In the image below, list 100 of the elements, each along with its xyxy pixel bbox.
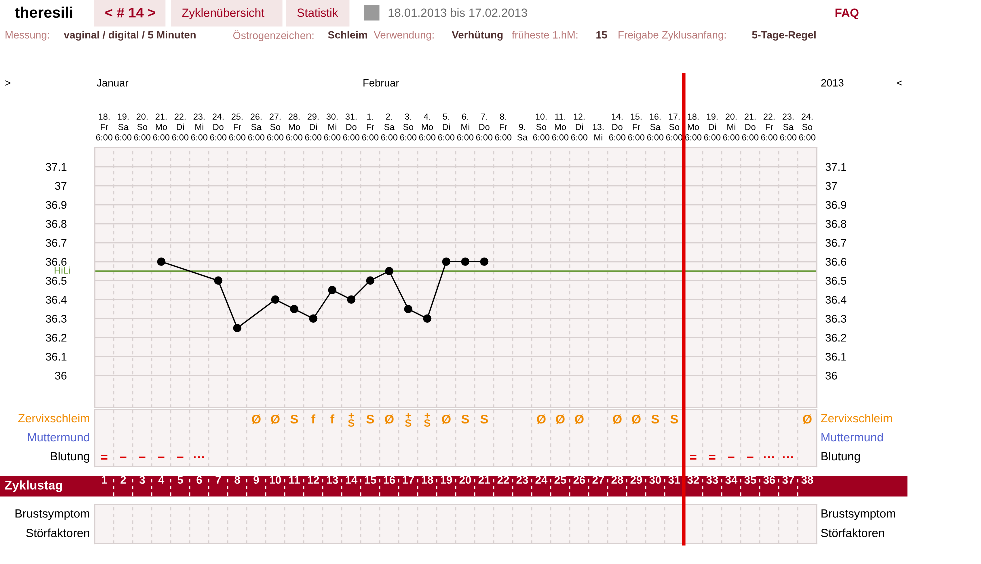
text: Schleim (328, 31, 368, 39)
point (157, 258, 166, 266)
text: S (480, 414, 488, 424)
x-tick-label: 9 (254, 476, 260, 484)
point (290, 305, 299, 314)
y-tick-label: 36.1 (46, 353, 67, 361)
text: > (6, 80, 11, 86)
text: Ø (271, 414, 280, 424)
text: Ø (613, 414, 622, 424)
x-tick-label: 20. Mi 6:00 (723, 114, 740, 141)
y-tick-label: Muttermund (822, 433, 884, 442)
text: S (652, 414, 660, 424)
text: S (366, 414, 374, 424)
x-tick-label: 6 (196, 476, 202, 484)
text: S (290, 414, 298, 424)
x-tick-label: 18. Mo 6:00 (685, 114, 702, 141)
text: ··· (764, 456, 774, 458)
x-tick-label: 30. Mi 6:00 (324, 114, 341, 141)
x-tick-label: 26 (574, 476, 586, 484)
text: Freigabe Zyklusanfang: (618, 31, 726, 41)
x-tick-label: 3 (140, 476, 146, 484)
x-tick-label: 34 (726, 476, 738, 484)
x-tick-label: 14 (346, 476, 358, 484)
x-tick-label: 25 (554, 476, 566, 484)
text: Messung: (6, 32, 50, 41)
text: f (330, 414, 335, 424)
x-tick-label: 20. So 6:00 (134, 114, 151, 141)
x-tick-label: 7. Do 6:00 (476, 114, 493, 141)
x-tick-label: 17 (403, 476, 414, 484)
y-tick-label: 37 (55, 182, 67, 190)
x-tick-label: 8 (234, 476, 240, 484)
text: ··· (783, 456, 794, 458)
x-tick-label: 2. Sa 6:00 (381, 114, 398, 141)
x-tick-label: 20 (460, 476, 472, 484)
point (271, 296, 280, 304)
y-tick-label: 36 (55, 372, 67, 380)
x-tick-label: 4. Mo 6:00 (419, 114, 436, 141)
x-tick-label: 22. Fr 6:00 (761, 114, 778, 141)
x-tick-label: 30 (650, 476, 662, 484)
x-tick-label: 36 (764, 476, 776, 484)
y-tick-label: Zervixschleim (821, 414, 892, 423)
x-tick-label: 2 (120, 476, 126, 484)
point (423, 314, 432, 323)
text: Ø (537, 414, 546, 424)
text: Februar (364, 79, 400, 87)
y-tick-label: 36.5 (46, 277, 67, 285)
x-tick-label: 1. Fr 6:00 (362, 114, 379, 141)
text: − (139, 456, 146, 458)
x-tick-label: 25. Fr 6:00 (229, 114, 246, 141)
x-tick-label: 19. Sa 6:00 (115, 114, 132, 141)
point (461, 258, 470, 266)
x-tick-label: 27 (592, 476, 604, 484)
text: theresili (15, 6, 73, 18)
point (214, 276, 223, 286)
x-tick-label: 15. Fr 6:00 (628, 114, 645, 141)
x-tick-label: 12. Di 6:00 (571, 114, 588, 141)
point (480, 258, 489, 266)
text: Januar (97, 80, 129, 87)
y-tick-label: 37.1 (46, 163, 67, 172)
x-tick-label: 11. Mo 6:00 (552, 114, 569, 141)
text: früheste 1.hM: (512, 31, 578, 39)
x-tick-label: 33 (706, 476, 718, 484)
x-tick-label: 13. Mi (593, 124, 604, 141)
x-tick-label: 14. Do 6:00 (609, 114, 626, 141)
x-tick-label: 13 (327, 476, 338, 484)
text: Zyklenübersicht (182, 8, 265, 20)
x-tick-label: 21 (478, 476, 490, 484)
x-tick-label: 18 (422, 476, 434, 484)
x-tick-label: 23. Sa 6:00 (780, 114, 797, 141)
text: FAQ (836, 8, 859, 20)
y-tick-label: 36.2 (46, 334, 67, 342)
text: 18.01.2013 bis 17.02.2013 (388, 8, 528, 18)
x-tick-label: 16 (384, 476, 396, 484)
x-tick-label: 10. So 6:00 (533, 114, 550, 141)
text: − (158, 456, 165, 458)
text: = (709, 455, 716, 460)
x-tick-label: 18. Fr 6:00 (96, 114, 113, 141)
text: Statistik (298, 8, 338, 18)
text: − (747, 456, 754, 458)
point (233, 324, 242, 332)
text: − (177, 456, 184, 458)
x-tick-label: 31. Do 6:00 (343, 114, 360, 141)
x-tick-label: 24 (536, 476, 548, 484)
x-tick-label: 10 (270, 476, 282, 484)
text: < # 14 > (106, 8, 156, 18)
text: S (462, 414, 470, 424)
x-tick-label: 3. So 6:00 (400, 114, 417, 141)
x-tick-label: 15 (365, 476, 376, 484)
x-tick-label: 21. Mo 6:00 (153, 114, 170, 141)
text: 2013 (822, 79, 844, 87)
x-tick-label: 28. Mo 6:00 (286, 114, 303, 141)
x-tick-label: 19 (441, 476, 452, 484)
text: < (897, 80, 902, 86)
x-tick-label: 9. Sa (518, 124, 528, 141)
point (442, 258, 451, 266)
point (328, 286, 337, 295)
text: Ø (632, 414, 641, 424)
x-tick-label: 37 (782, 476, 794, 484)
point (347, 296, 356, 304)
x-tick-label: 31 (668, 476, 680, 484)
